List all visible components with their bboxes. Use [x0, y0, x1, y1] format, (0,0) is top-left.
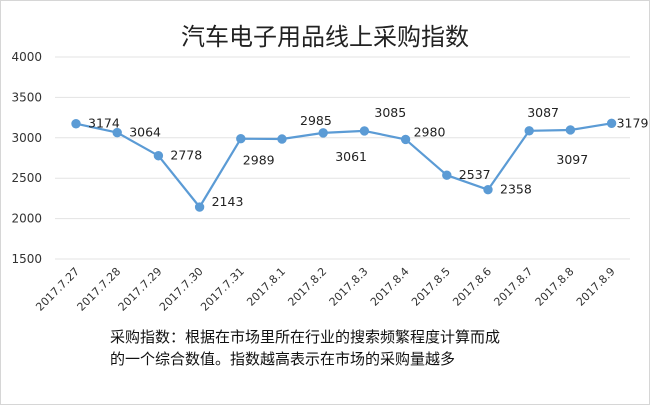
x-tick-label: 2017.7.31 — [198, 265, 247, 314]
x-tick-label: 2017.8.3 — [327, 265, 371, 309]
x-tick-label: 2017.7.29 — [116, 265, 165, 314]
data-label: 3174 — [88, 116, 120, 131]
data-label: 3179 — [617, 115, 649, 130]
x-tick-label: 2017.8.1 — [244, 265, 288, 309]
y-tick-label: 1500 — [11, 252, 42, 266]
x-tick-label: 2017.7.28 — [75, 265, 124, 314]
x-tick-label: 2017.8.8 — [533, 265, 577, 309]
x-tick-label: 2017.7.27 — [33, 265, 82, 314]
data-point — [606, 118, 617, 129]
data-point — [442, 170, 452, 180]
x-axis-ticks: 2017.7.272017.7.282017.7.292017.7.302017… — [33, 265, 617, 314]
data-point — [318, 128, 328, 138]
gridlines — [55, 56, 630, 260]
data-point — [524, 126, 534, 136]
data-label: 3061 — [335, 149, 367, 164]
x-tick-label: 2017.7.30 — [157, 265, 206, 314]
data-label: 3097 — [556, 152, 588, 167]
x-tick-label: 2017.8.6 — [450, 265, 494, 309]
data-label: 2358 — [500, 182, 532, 197]
y-tick-label: 2500 — [11, 171, 42, 185]
x-tick-label: 2017.8.4 — [368, 265, 412, 309]
data-label: 2778 — [170, 148, 202, 163]
x-tick-label: 2017.8.2 — [285, 265, 329, 309]
data-label: 3087 — [527, 105, 559, 120]
data-point — [400, 134, 411, 145]
data-label: 3064 — [129, 125, 161, 140]
y-tick-label: 3000 — [11, 131, 42, 145]
data-point — [236, 133, 246, 144]
data-point — [565, 125, 576, 135]
data-label: 2143 — [212, 194, 244, 209]
data-point — [71, 119, 81, 129]
data-label: 2980 — [414, 124, 446, 139]
data-label: 3085 — [374, 105, 406, 120]
data-points — [71, 118, 617, 212]
footnote: 采购指数：根据在市场里所在行业的搜索频繁程度计算而成 的一个综合数值。指数越高表… — [110, 326, 590, 370]
data-point — [483, 184, 493, 195]
data-label: 2537 — [459, 167, 491, 182]
y-tick-label: 2000 — [11, 212, 42, 226]
y-tick-label: 3500 — [11, 90, 42, 104]
y-tick-label: 4000 — [11, 50, 42, 64]
y-axis-ticks: 1500 2000 2500 3000 3500 4000 — [11, 50, 42, 266]
chart-title: 汽车电子用品线上采购指数 — [181, 23, 469, 51]
data-label: 2989 — [243, 153, 275, 168]
data-label: 2985 — [300, 113, 332, 128]
series-line — [75, 122, 612, 209]
footnote-line-2: 的一个综合数值。指数越高表示在市场的采购量越多 — [110, 350, 456, 368]
footnote-line-1: 采购指数：根据在市场里所在行业的搜索频繁程度计算而成 — [110, 328, 501, 346]
data-point — [277, 134, 287, 144]
x-tick-label: 2017.8.9 — [574, 265, 618, 309]
x-tick-label: 2017.8.7 — [491, 265, 535, 309]
data-point — [194, 202, 205, 212]
data-labels: 3174 3064 2778 2143 2989 2985 3061 3085 2980 2537… — [88, 105, 648, 209]
data-point — [359, 126, 370, 136]
x-tick-label: 2017.8.5 — [409, 265, 453, 309]
data-point — [112, 127, 122, 138]
data-point — [153, 151, 164, 161]
